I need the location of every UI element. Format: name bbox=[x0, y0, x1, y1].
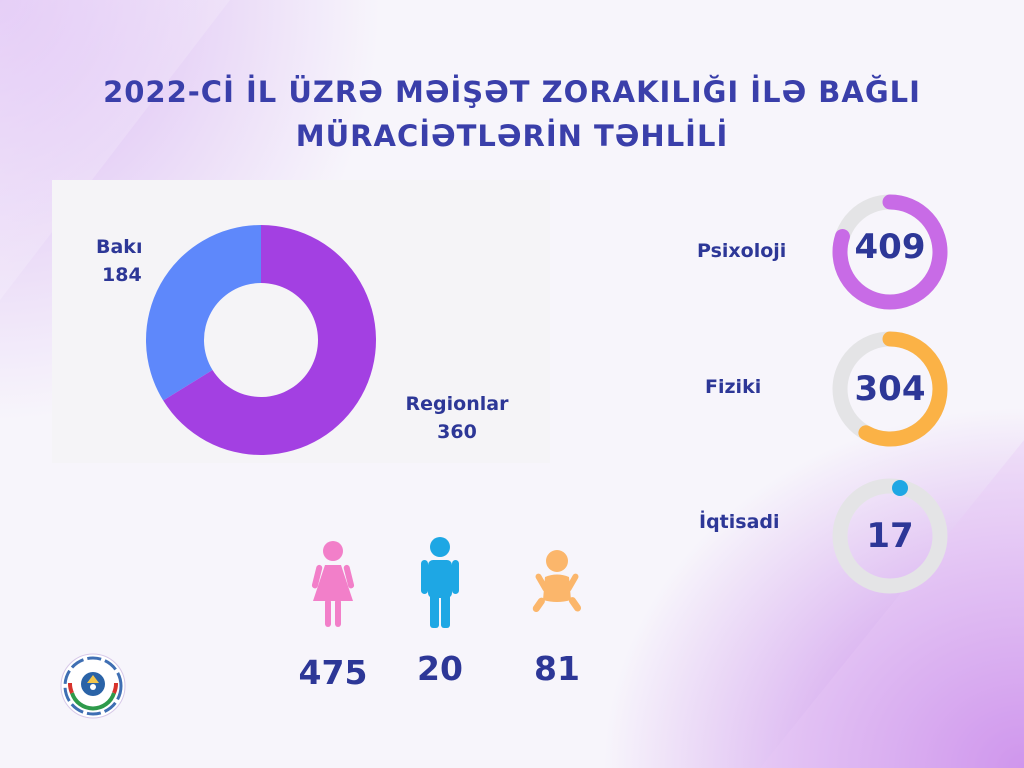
title-line-1: 2022-Cİ İL ÜZRƏ MƏİŞƏT ZORAKILIĞI İLƏ BA… bbox=[103, 75, 921, 109]
type-label-physical: Fiziki bbox=[705, 376, 762, 398]
emblem-logo-icon bbox=[60, 653, 126, 719]
ring-physical-progress bbox=[858, 331, 948, 447]
count-women: 475 bbox=[298, 653, 368, 692]
child-icon bbox=[532, 550, 582, 613]
baku-label-value: 184 bbox=[102, 264, 142, 286]
ring-psychological-progress bbox=[832, 194, 948, 310]
regions-label-value: 360 bbox=[437, 421, 477, 443]
ring-value-economic: 17 bbox=[866, 516, 914, 556]
ring-value-psychological: 409 bbox=[854, 227, 926, 267]
type-label-economic: İqtisadi bbox=[699, 511, 780, 533]
ring-economic-track bbox=[832, 478, 948, 594]
baku-label: Bakı 184 bbox=[96, 233, 142, 289]
count-children: 81 bbox=[534, 649, 580, 688]
regions-label: Regionlar 360 bbox=[398, 390, 516, 446]
ring-value-physical: 304 bbox=[854, 369, 926, 409]
regions-label-name: Regionlar bbox=[405, 393, 509, 415]
man-icon bbox=[421, 537, 459, 628]
page-title: 2022-Cİ İL ÜZRƏ MƏİŞƏT ZORAKILIĞI İLƏ BA… bbox=[0, 70, 1024, 158]
count-men: 20 bbox=[417, 649, 463, 688]
donut-slice-baku bbox=[146, 225, 261, 401]
baku-label-name: Bakı bbox=[96, 236, 143, 258]
title-line-2: MÜRACİƏTLƏRİN TƏHLİLİ bbox=[295, 119, 729, 153]
woman-icon bbox=[311, 541, 355, 627]
ring-economic-progress bbox=[892, 480, 908, 496]
donut-slice-regions bbox=[163, 225, 377, 455]
type-label-psychological: Psixoloji bbox=[697, 240, 787, 262]
